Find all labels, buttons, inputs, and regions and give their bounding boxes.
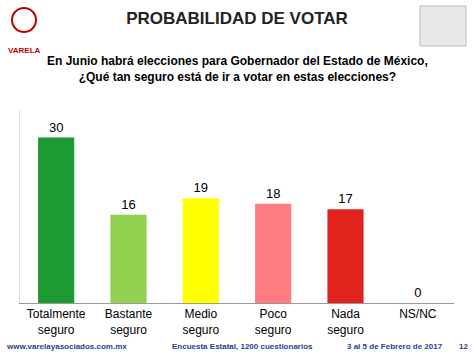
svg-text:Medioseguro: Medioseguro — [182, 307, 219, 337]
svg-text:Bastanteseguro: Bastanteseguro — [105, 307, 153, 337]
svg-text:16: 16 — [121, 197, 135, 212]
svg-text:Encuesta Estatal, 1200 cuestio: Encuesta Estatal, 1200 cuestionarios — [172, 342, 313, 351]
svg-text:17: 17 — [338, 191, 352, 206]
svg-text:3 al 5 de Febrero de 2017: 3 al 5 de Febrero de 2017 — [347, 342, 443, 351]
svg-text:Pocoseguro: Pocoseguro — [255, 307, 292, 337]
svg-text:19: 19 — [194, 180, 208, 195]
svg-text:En Junio habrá elecciones para: En Junio habrá elecciones para Gobernado… — [47, 54, 428, 84]
svg-text:VARELA: VARELA — [8, 46, 41, 55]
svg-text:18: 18 — [266, 186, 280, 201]
svg-text:NS/NC: NS/NC — [399, 307, 437, 321]
svg-text:0: 0 — [414, 285, 421, 300]
svg-text:30: 30 — [49, 120, 63, 135]
svg-text:www.varelayasociados.com.mx: www.varelayasociados.com.mx — [6, 342, 127, 351]
svg-text:Totalmenteseguro: Totalmenteseguro — [27, 307, 86, 337]
svg-text:12: 12 — [459, 342, 468, 351]
svg-text:PROBABILIDAD DE VOTAR: PROBABILIDAD DE VOTAR — [126, 9, 348, 28]
svg-text:Nadaseguro: Nadaseguro — [327, 307, 364, 337]
